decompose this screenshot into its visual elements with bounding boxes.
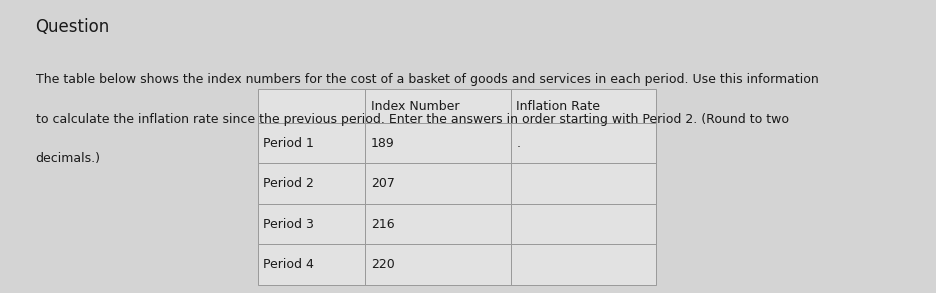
Text: Question: Question	[36, 18, 110, 35]
Text: Period 2: Period 2	[263, 177, 314, 190]
Text: 207: 207	[371, 177, 394, 190]
Text: The table below shows the index numbers for the cost of a basket of goods and se: The table below shows the index numbers …	[36, 73, 817, 86]
Text: 216: 216	[371, 218, 394, 231]
Text: Index Number: Index Number	[371, 100, 459, 113]
Text: Period 3: Period 3	[263, 218, 314, 231]
Text: Period 1: Period 1	[263, 137, 314, 150]
Text: decimals.): decimals.)	[36, 152, 100, 165]
Text: 220: 220	[371, 258, 394, 271]
Text: Period 4: Period 4	[263, 258, 314, 271]
Text: .: .	[516, 137, 519, 150]
Text: to calculate the inflation rate since the previous period. Enter the answers in : to calculate the inflation rate since th…	[36, 113, 788, 126]
Text: 189: 189	[371, 137, 394, 150]
Text: Inflation Rate: Inflation Rate	[516, 100, 600, 113]
